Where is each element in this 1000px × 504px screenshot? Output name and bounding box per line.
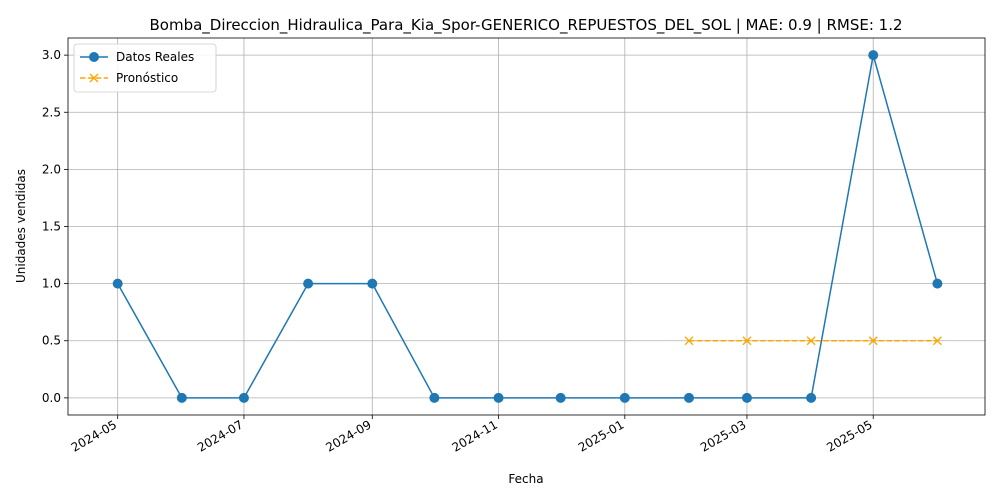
data-point <box>806 392 817 403</box>
data-point <box>429 392 440 403</box>
y-tick-label: 2.0 <box>42 162 61 176</box>
data-point <box>806 336 816 346</box>
y-tick-label: 2.5 <box>42 105 61 119</box>
data-point <box>303 278 314 289</box>
legend: Datos Reales Pronóstico <box>73 43 217 93</box>
data-point <box>868 50 879 61</box>
legend-label: Datos Reales <box>116 50 194 64</box>
data-point <box>742 336 752 346</box>
data-point <box>238 392 249 403</box>
y-tick-label: 0.5 <box>42 334 61 348</box>
series-forecast <box>684 336 942 346</box>
legend-marker <box>89 73 99 83</box>
x-axis-label: Fecha <box>508 472 543 486</box>
legend-frame <box>73 43 217 93</box>
x-tick-label: 2025-03 <box>698 417 748 454</box>
data-point <box>683 392 694 403</box>
y-axis-label: Unidades vendidas <box>14 169 28 283</box>
x-tick-label: 2025-01 <box>576 417 626 454</box>
x-axis-ticks: 2024-05 2024-07 2024-09 2024-11 2025-01 2025-… <box>69 415 875 455</box>
y-tick-label: 1.5 <box>42 220 61 234</box>
y-tick-label: 0.0 <box>42 391 61 405</box>
x-tick-label: 2024-11 <box>450 417 500 454</box>
data-point <box>684 336 694 346</box>
chart-title: Bomba_Direccion_Hidraulica_Para_Kia_Spor… <box>149 16 902 35</box>
data-point <box>493 392 504 403</box>
series-line <box>117 54 939 399</box>
series-actual <box>112 50 943 403</box>
y-axis-ticks: 0.0 0.5 1.0 1.5 2.0 2.5 3.0 <box>42 48 68 405</box>
x-tick-label: 2024-07 <box>195 417 245 454</box>
data-point <box>868 336 878 346</box>
legend-item: Datos Reales <box>80 50 194 64</box>
x-tick-label: 2025-05 <box>824 417 874 454</box>
series-layer <box>112 50 943 403</box>
legend-label: Pronóstico <box>116 71 178 85</box>
legend-item: Pronóstico <box>80 71 178 85</box>
data-point <box>932 278 943 289</box>
legend-marker <box>89 52 99 62</box>
data-point <box>555 392 566 403</box>
x-tick-label: 2024-09 <box>323 417 373 454</box>
data-point <box>619 392 630 403</box>
y-tick-label: 3.0 <box>42 48 61 62</box>
data-point <box>932 336 942 346</box>
data-point <box>112 278 123 289</box>
x-tick-label: 2024-05 <box>69 417 119 454</box>
y-tick-label: 1.0 <box>42 277 61 291</box>
data-point <box>176 392 187 403</box>
data-point <box>741 392 752 403</box>
grid <box>68 38 985 415</box>
data-point <box>367 278 378 289</box>
